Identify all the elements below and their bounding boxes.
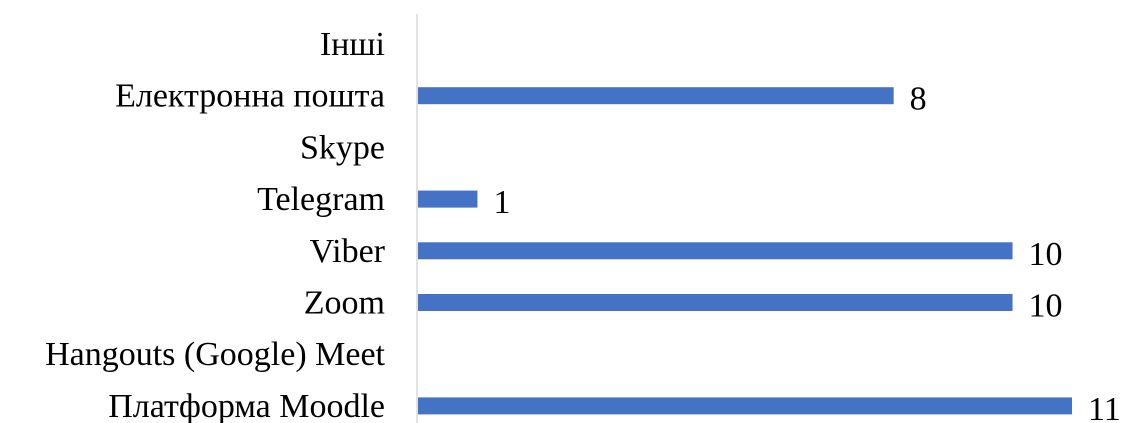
data-labels: 8 1 10 10 11 [493, 81, 1120, 423]
category-label: Telegram [257, 181, 385, 218]
category-label: Інші [320, 26, 385, 63]
data-label: 8 [910, 81, 927, 118]
bar [418, 397, 1072, 415]
data-label: 10 [1029, 236, 1063, 273]
data-label: 1 [493, 184, 510, 221]
category-label: Viber [310, 233, 386, 270]
data-label: 10 [1029, 288, 1063, 325]
category-label: Zoom [304, 285, 385, 322]
bars [418, 87, 1072, 415]
category-labels: Інші Електронна пошта Skype Telegram Viber Zo… [45, 26, 386, 423]
category-label: Hangouts (Google) Meet [45, 336, 385, 373]
bar [418, 294, 1013, 311]
category-label: Електронна пошта [115, 78, 385, 115]
category-label: Skype [300, 129, 385, 166]
category-label: Платформа Moodle [108, 388, 385, 423]
bar [418, 87, 894, 105]
data-label: 11 [1088, 391, 1121, 423]
bar [418, 190, 478, 208]
bar [418, 242, 1013, 260]
